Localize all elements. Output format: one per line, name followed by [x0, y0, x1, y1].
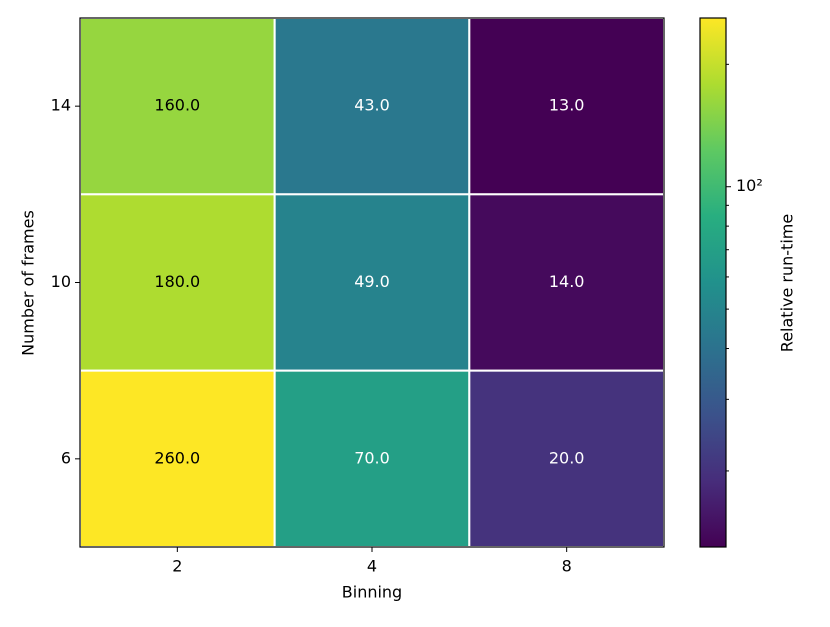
- y-axis-label: Number of frames: [19, 210, 38, 356]
- heatmap-cell: [273, 193, 471, 372]
- y-tick-label: 14: [51, 96, 71, 115]
- x-axis-label: Binning: [342, 583, 402, 602]
- heatmap-cell: [468, 193, 666, 372]
- heatmap-cell: [273, 369, 471, 548]
- x-tick-label: 8: [562, 557, 572, 576]
- cell-label: 180.0: [154, 272, 200, 291]
- x-tick-label: 4: [367, 557, 377, 576]
- cell-label: 160.0: [154, 96, 200, 115]
- colorbar-tick-label: 10²: [736, 176, 763, 195]
- cell-label: 13.0: [549, 96, 585, 115]
- colorbar: [699, 17, 727, 548]
- cell-label: 70.0: [354, 448, 390, 467]
- x-tick-label: 2: [172, 557, 182, 576]
- cell-label: 260.0: [154, 448, 200, 467]
- heatmap-cell: [79, 17, 276, 196]
- cell-label: 43.0: [354, 96, 390, 115]
- y-tick-label: 10: [51, 272, 71, 291]
- cell-label: 20.0: [549, 448, 585, 467]
- y-tick-label: 6: [61, 448, 71, 467]
- colorbar-label: Relative run-time: [778, 214, 797, 352]
- cell-label: 49.0: [354, 272, 390, 291]
- heatmap-cell: [79, 193, 276, 372]
- cell-label: 14.0: [549, 272, 585, 291]
- heatmap-cell: [273, 17, 471, 196]
